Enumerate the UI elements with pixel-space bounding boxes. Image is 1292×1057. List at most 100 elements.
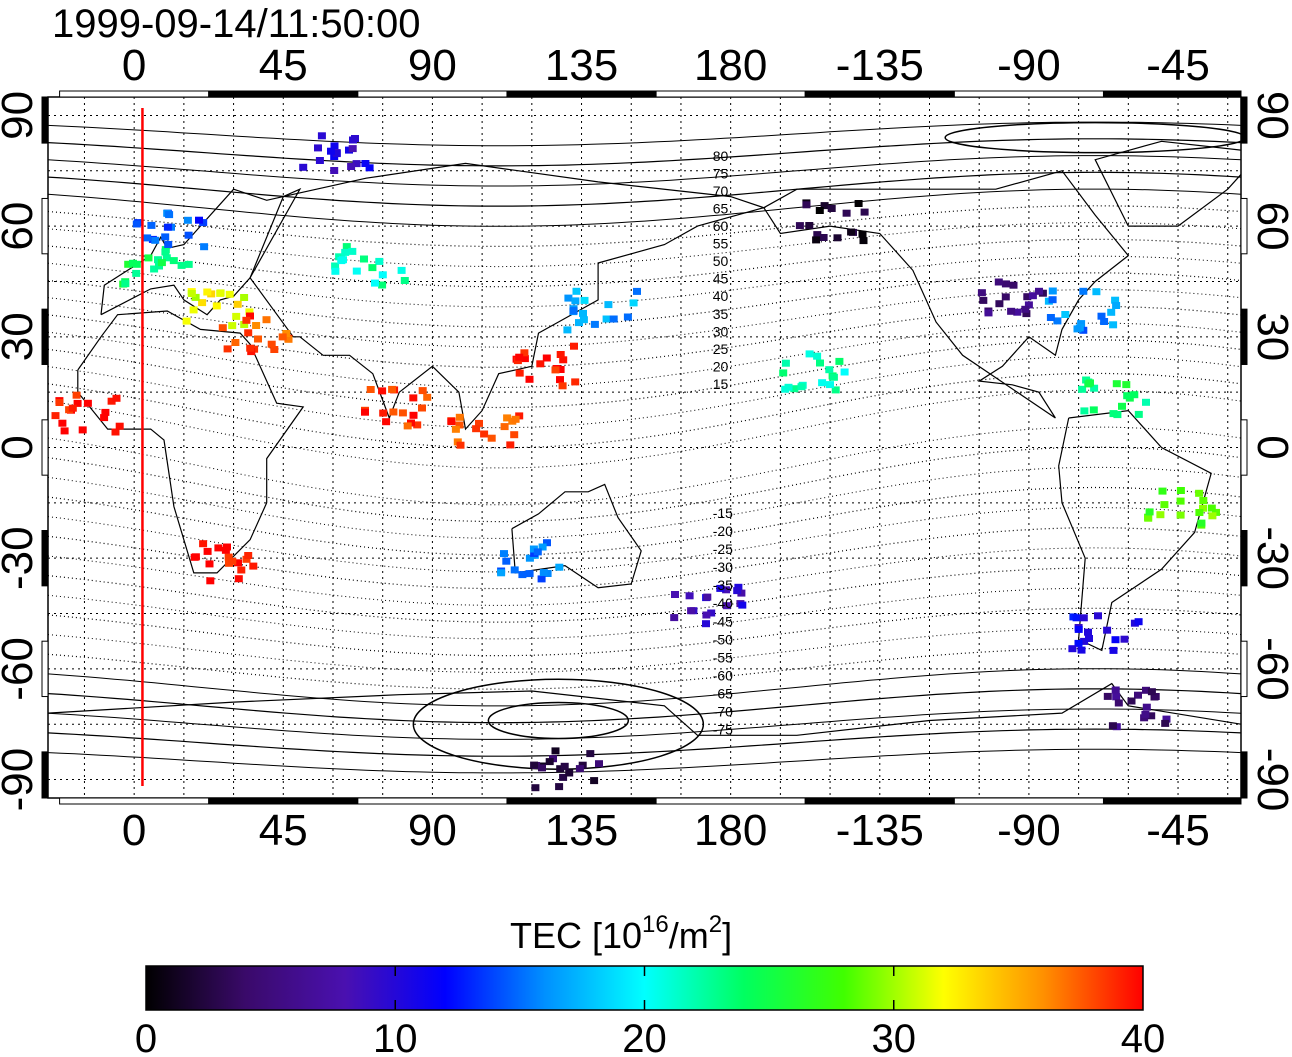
tec-cell bbox=[51, 412, 60, 420]
tec-cell bbox=[525, 570, 534, 578]
tec-cell bbox=[147, 221, 156, 229]
tec-cell bbox=[556, 351, 565, 358]
tec-cell bbox=[1073, 325, 1082, 333]
tec-cell bbox=[840, 368, 849, 376]
tec-cell bbox=[575, 765, 584, 773]
tec-cell bbox=[858, 230, 867, 238]
tec-cell bbox=[331, 262, 340, 270]
tec-cell bbox=[352, 160, 361, 168]
tec-cell bbox=[1199, 497, 1208, 504]
tec-cell bbox=[228, 322, 237, 330]
contour-line bbox=[48, 238, 1241, 288]
tec-cell bbox=[1107, 308, 1116, 316]
tec-cell bbox=[525, 375, 534, 383]
frame-band-bottom bbox=[804, 797, 955, 805]
tec-cell bbox=[107, 397, 116, 405]
tec-cell bbox=[784, 383, 793, 391]
tec-cell bbox=[198, 299, 207, 307]
tec-cell bbox=[790, 385, 799, 393]
tec-cell bbox=[1074, 639, 1083, 647]
tec-cell bbox=[339, 256, 347, 264]
contour-label: -65 bbox=[713, 686, 733, 702]
tec-cell bbox=[1089, 406, 1098, 414]
tec-cell bbox=[805, 350, 814, 358]
contour-line bbox=[48, 668, 1241, 707]
tec-cell bbox=[191, 293, 200, 301]
tec-cell bbox=[1130, 391, 1139, 399]
contour-line bbox=[48, 255, 1241, 308]
tec-cell bbox=[1001, 293, 1010, 301]
tec-cell bbox=[1142, 398, 1150, 406]
tec-cell bbox=[455, 421, 464, 429]
tec-cell bbox=[702, 611, 711, 619]
tec-cell bbox=[60, 427, 69, 435]
tec-cluster bbox=[512, 342, 580, 390]
frame-band-left bbox=[41, 96, 49, 144]
tec-cell bbox=[515, 353, 524, 361]
tec-cell bbox=[685, 592, 694, 600]
tec-cell bbox=[182, 317, 191, 325]
tec-cell bbox=[240, 294, 249, 301]
tec-cell bbox=[826, 381, 834, 389]
tec-cluster bbox=[132, 209, 209, 251]
frame-band-top bbox=[357, 90, 508, 98]
tec-cell bbox=[579, 316, 588, 324]
tec-cell bbox=[58, 419, 67, 427]
contour-label: 70 bbox=[713, 183, 729, 199]
frame-band-left bbox=[41, 419, 49, 476]
contour-line bbox=[48, 121, 1241, 147]
tec-cell bbox=[200, 243, 209, 251]
contour-label: 45 bbox=[713, 271, 729, 287]
tec-cell bbox=[231, 339, 240, 346]
tec-cell bbox=[805, 222, 814, 229]
tec-cell bbox=[536, 360, 545, 368]
tec-cell bbox=[1123, 392, 1132, 400]
lon-tick-label-top: -90 bbox=[997, 41, 1061, 90]
tec-cell bbox=[1046, 314, 1055, 321]
tec-cell bbox=[177, 261, 186, 269]
tec-cluster bbox=[51, 391, 124, 436]
tec-cell bbox=[1134, 410, 1143, 418]
tec-cell bbox=[510, 566, 519, 574]
tec-cluster bbox=[190, 540, 258, 585]
tec-cell bbox=[815, 207, 824, 214]
south-mag-pole-contour bbox=[487, 701, 630, 740]
tec-cell bbox=[1053, 317, 1062, 325]
tec-cell bbox=[1134, 691, 1142, 699]
tec-cell bbox=[779, 369, 788, 377]
contour-label: -60 bbox=[713, 668, 733, 684]
tec-cell bbox=[1208, 512, 1217, 520]
tec-cell bbox=[503, 414, 512, 422]
tec-cell bbox=[563, 326, 572, 334]
contour-label: 55 bbox=[713, 236, 729, 252]
tec-cell bbox=[510, 431, 519, 439]
tec-cell bbox=[818, 379, 827, 387]
tec-cell bbox=[737, 589, 746, 597]
colorbar-tick-label: 0 bbox=[135, 1017, 157, 1057]
tec-cell bbox=[252, 322, 261, 329]
tec-cell bbox=[502, 557, 511, 565]
tec-cell bbox=[518, 571, 527, 579]
south-america-outline bbox=[1058, 409, 1212, 652]
tec-cell bbox=[565, 769, 574, 777]
tec-cell bbox=[233, 300, 242, 308]
tec-cell bbox=[1145, 508, 1154, 516]
tec-cluster bbox=[331, 243, 409, 289]
tec-cluster bbox=[119, 246, 193, 288]
tec-cluster bbox=[1144, 487, 1220, 529]
tec-cell bbox=[538, 764, 546, 772]
tec-cell bbox=[244, 329, 253, 337]
tec-cell bbox=[1035, 287, 1043, 295]
tec-cell bbox=[366, 386, 375, 393]
tec-cluster bbox=[447, 412, 524, 449]
tec-cell bbox=[539, 569, 548, 577]
tec-cell bbox=[1112, 693, 1121, 701]
contour-line bbox=[48, 748, 1241, 774]
tec-cell bbox=[83, 399, 92, 407]
frame-band-bottom bbox=[357, 797, 508, 805]
lat-tick-label-left: -60 bbox=[0, 637, 42, 701]
lat-tick-label-left: 0 bbox=[0, 435, 42, 459]
tec-cell bbox=[520, 355, 529, 363]
tec-cell bbox=[586, 750, 595, 758]
tec-cell bbox=[833, 234, 842, 242]
